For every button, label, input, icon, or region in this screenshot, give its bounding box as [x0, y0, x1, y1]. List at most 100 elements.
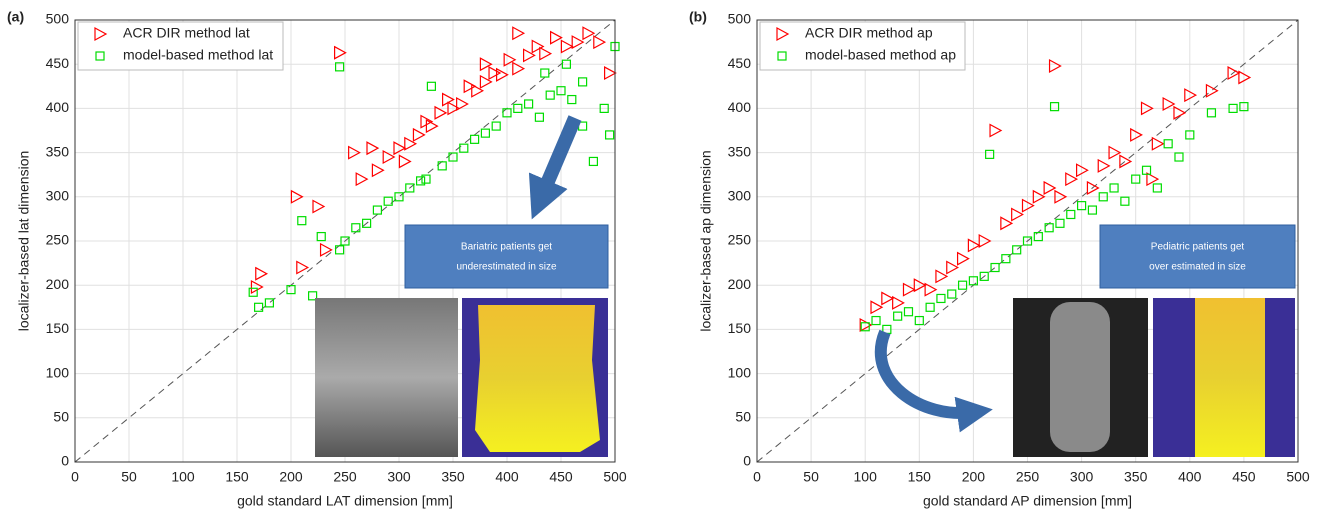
point	[312, 199, 326, 214]
point	[560, 39, 574, 54]
point	[967, 238, 981, 253]
point	[1174, 152, 1184, 162]
y-tick-label: 150	[728, 320, 752, 336]
point	[362, 218, 372, 228]
point	[1043, 180, 1057, 195]
arrow	[528, 115, 582, 220]
point	[1163, 139, 1173, 149]
point	[989, 123, 1003, 138]
point	[371, 163, 385, 178]
point	[1048, 58, 1062, 73]
point	[936, 293, 946, 304]
ct-image	[315, 298, 458, 457]
point	[421, 174, 431, 184]
point	[979, 271, 989, 281]
point	[902, 282, 916, 297]
y-tick-label: 150	[46, 320, 70, 336]
point	[405, 183, 415, 193]
callout-text: over estimated in size	[1149, 262, 1246, 273]
legend-marker	[94, 26, 108, 42]
point	[1066, 209, 1076, 220]
y-tick-label: 50	[53, 409, 69, 425]
y-tick-label: 0	[61, 453, 69, 469]
panel-label: (a)	[7, 9, 24, 25]
callout-text: underestimated in size	[456, 262, 556, 273]
point	[290, 189, 304, 204]
y-tick-label: 300	[46, 188, 70, 204]
point	[1238, 70, 1252, 85]
point	[1109, 183, 1119, 193]
point	[881, 291, 895, 306]
y-tick-label: 400	[728, 99, 752, 115]
legend-label: ACR DIR method ap	[805, 25, 933, 41]
x-axis-label: gold standard LAT dimension [mm]	[237, 493, 453, 509]
y-tick-label: 0	[743, 453, 751, 469]
point	[1228, 103, 1238, 114]
point	[593, 35, 607, 50]
callout-text: Pediatric patients get	[1151, 242, 1245, 253]
y-tick-label: 350	[728, 143, 752, 159]
point	[316, 231, 326, 242]
point	[1173, 105, 1187, 120]
y-tick-label: 350	[46, 143, 70, 159]
point	[549, 30, 563, 45]
x-tick-label: 50	[121, 469, 137, 485]
point	[556, 86, 566, 96]
point	[859, 317, 873, 332]
point	[340, 236, 350, 246]
point	[512, 26, 526, 41]
x-tick-label: 250	[1016, 469, 1040, 485]
point	[502, 108, 512, 118]
point	[491, 121, 501, 131]
x-tick-label: 150	[908, 469, 932, 485]
point	[1205, 83, 1219, 98]
x-tick-label: 450	[549, 469, 573, 485]
point	[1162, 96, 1176, 111]
y-tick-label: 200	[728, 276, 752, 292]
point	[1141, 165, 1152, 175]
identity-line	[74, 19, 616, 463]
axes-frame	[756, 19, 1299, 463]
point	[1140, 101, 1154, 116]
point	[296, 260, 310, 275]
point	[255, 266, 269, 281]
x-tick-label: 100	[171, 469, 195, 485]
point	[540, 68, 550, 78]
point	[913, 278, 927, 293]
point	[534, 112, 545, 122]
x-tick-label: 500	[1286, 469, 1310, 485]
point	[1151, 136, 1165, 151]
point	[425, 119, 439, 134]
x-tick-label: 200	[279, 469, 303, 485]
point	[1206, 108, 1217, 118]
point	[512, 61, 526, 76]
point	[1054, 189, 1068, 204]
point	[946, 260, 960, 275]
point	[248, 287, 258, 297]
point	[471, 83, 485, 98]
y-tick-label: 250	[46, 232, 70, 248]
x-tick-label: 150	[225, 469, 249, 485]
point	[470, 134, 480, 144]
y-tick-label: 100	[728, 364, 752, 380]
y-tick-label: 300	[728, 188, 752, 204]
callout-box	[404, 224, 609, 289]
point	[334, 45, 347, 60]
legend-label: model-based method ap	[805, 47, 956, 63]
point	[503, 52, 517, 67]
point	[1087, 205, 1098, 215]
point	[383, 196, 393, 206]
point	[416, 176, 426, 186]
point	[914, 315, 924, 326]
point	[355, 172, 369, 187]
x-tick-label: 350	[1124, 469, 1148, 485]
point	[968, 276, 979, 286]
ct-body	[1050, 302, 1110, 452]
point	[319, 242, 333, 257]
point	[1033, 231, 1043, 242]
point	[1086, 180, 1100, 195]
x-tick-label: 350	[441, 469, 465, 485]
point	[1021, 198, 1035, 213]
point	[947, 289, 957, 299]
